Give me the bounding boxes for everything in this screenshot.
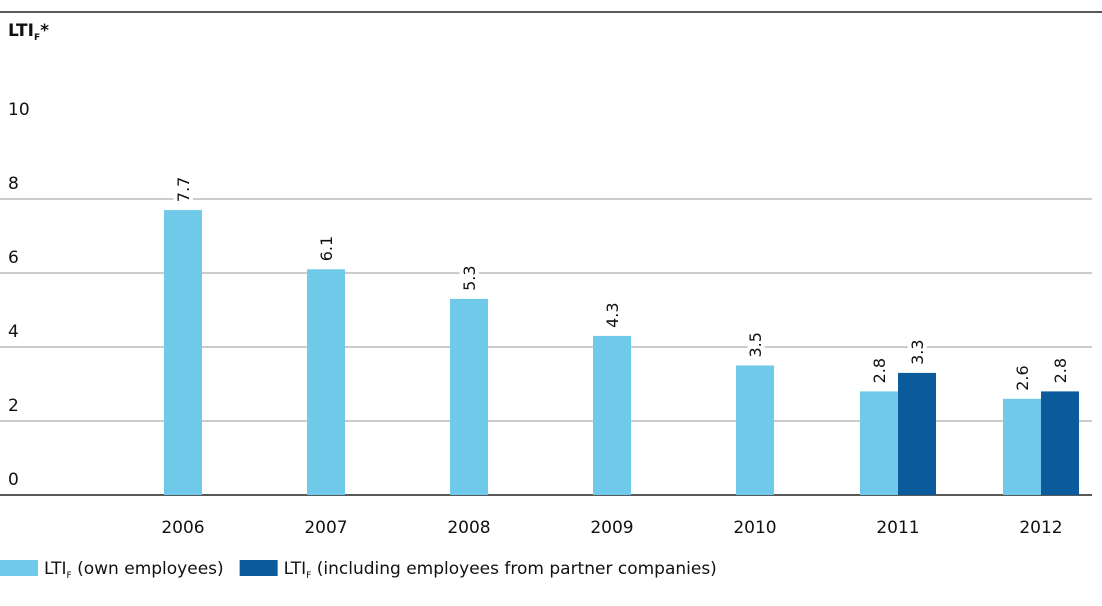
- x-tick-label: 2009: [590, 518, 633, 538]
- value-label: 3.3: [908, 339, 927, 364]
- legend-label: LTIF (including employees from partner c…: [284, 559, 717, 581]
- value-label: 4.3: [603, 302, 622, 327]
- value-label: 6.1: [317, 236, 336, 261]
- x-tick-label: 2010: [733, 518, 776, 538]
- y-tick-label: 6: [8, 248, 19, 268]
- legend-swatch: [0, 560, 38, 576]
- bar: [593, 335, 631, 495]
- bar: [450, 298, 488, 495]
- y-tick-label: 8: [8, 174, 19, 194]
- x-tick-label: 2006: [161, 518, 204, 538]
- bar: [736, 365, 774, 495]
- bar: [898, 372, 936, 495]
- y-tick-label: 2: [8, 396, 19, 416]
- bar: [307, 269, 345, 495]
- bar: [164, 210, 202, 495]
- bar: [860, 391, 898, 495]
- value-label: 3.5: [746, 332, 765, 357]
- value-label: 5.3: [460, 265, 479, 290]
- x-tick-label: 2012: [1019, 518, 1062, 538]
- value-label: 2.6: [1013, 365, 1032, 390]
- y-tick-label: 4: [8, 322, 19, 342]
- x-tick-label: 2007: [304, 518, 347, 538]
- value-label: 2.8: [870, 358, 889, 383]
- legend-swatch: [239, 560, 278, 576]
- chart-title: LTIF*: [8, 21, 49, 43]
- value-label: 2.8: [1051, 358, 1070, 383]
- legend-label: LTIF (own employees): [44, 559, 224, 581]
- x-tick-label: 2011: [876, 518, 919, 538]
- bar: [1041, 391, 1079, 495]
- y-tick-label: 0: [8, 470, 19, 490]
- bar: [1003, 398, 1041, 495]
- value-label: 7.7: [174, 177, 193, 202]
- y-tick-label: 10: [8, 100, 30, 120]
- x-tick-label: 2008: [447, 518, 490, 538]
